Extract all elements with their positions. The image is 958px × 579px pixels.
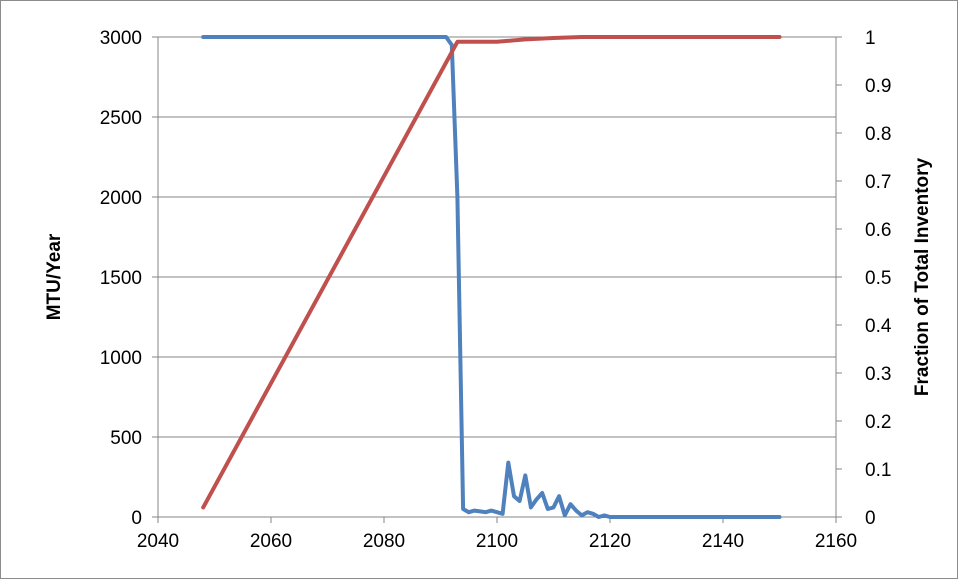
y-tick-label: 3000 bbox=[100, 28, 142, 49]
x-tick-label: 2120 bbox=[589, 531, 631, 552]
y-tick-label: 500 bbox=[110, 428, 142, 449]
y2-tick-label: 0.3 bbox=[865, 364, 891, 385]
y-tick-label: 1500 bbox=[100, 268, 142, 289]
tick-labels: 0 500 1000 1500 2000 2500 3000 0 0.1 0.2 0.3 0.4 0.5… bbox=[100, 28, 892, 552]
y2-tick-label: 0.9 bbox=[865, 76, 891, 97]
x-tick-label: 2080 bbox=[363, 531, 405, 552]
y2-tick-label: 0.6 bbox=[865, 220, 891, 241]
y-axis-title: MTU/Year bbox=[44, 233, 65, 320]
y2-tick-label: 0.7 bbox=[865, 172, 891, 193]
y2-tick-label: 1 bbox=[865, 28, 876, 49]
y2-tick-label: 0.8 bbox=[865, 124, 891, 145]
y-tick-label: 1000 bbox=[100, 348, 142, 369]
y2-tick-label: 0.4 bbox=[865, 316, 892, 337]
y2-tick-label: 0.1 bbox=[865, 460, 891, 481]
y-tick-label: 2500 bbox=[100, 108, 142, 129]
y2-axis-title: Fraction of Total Inventory bbox=[912, 157, 933, 396]
y2-tick-label: 0 bbox=[865, 508, 876, 529]
series-line-fraction bbox=[201, 35, 782, 510]
x-tick-label: 2160 bbox=[815, 531, 857, 552]
x-tick-label: 2060 bbox=[250, 531, 292, 552]
series-line-mtu bbox=[201, 35, 782, 519]
axes bbox=[152, 36, 842, 523]
y-tick-label: 0 bbox=[131, 508, 142, 529]
x-tick-label: 2040 bbox=[137, 531, 179, 552]
gridlines bbox=[158, 36, 836, 518]
series-lines bbox=[201, 35, 782, 519]
x-tick-label: 2140 bbox=[702, 531, 744, 552]
y2-tick-label: 0.5 bbox=[865, 268, 891, 289]
y2-tick-label: 0.2 bbox=[865, 412, 891, 433]
y-tick-label: 2000 bbox=[100, 188, 142, 209]
x-tick-label: 2100 bbox=[476, 531, 518, 552]
